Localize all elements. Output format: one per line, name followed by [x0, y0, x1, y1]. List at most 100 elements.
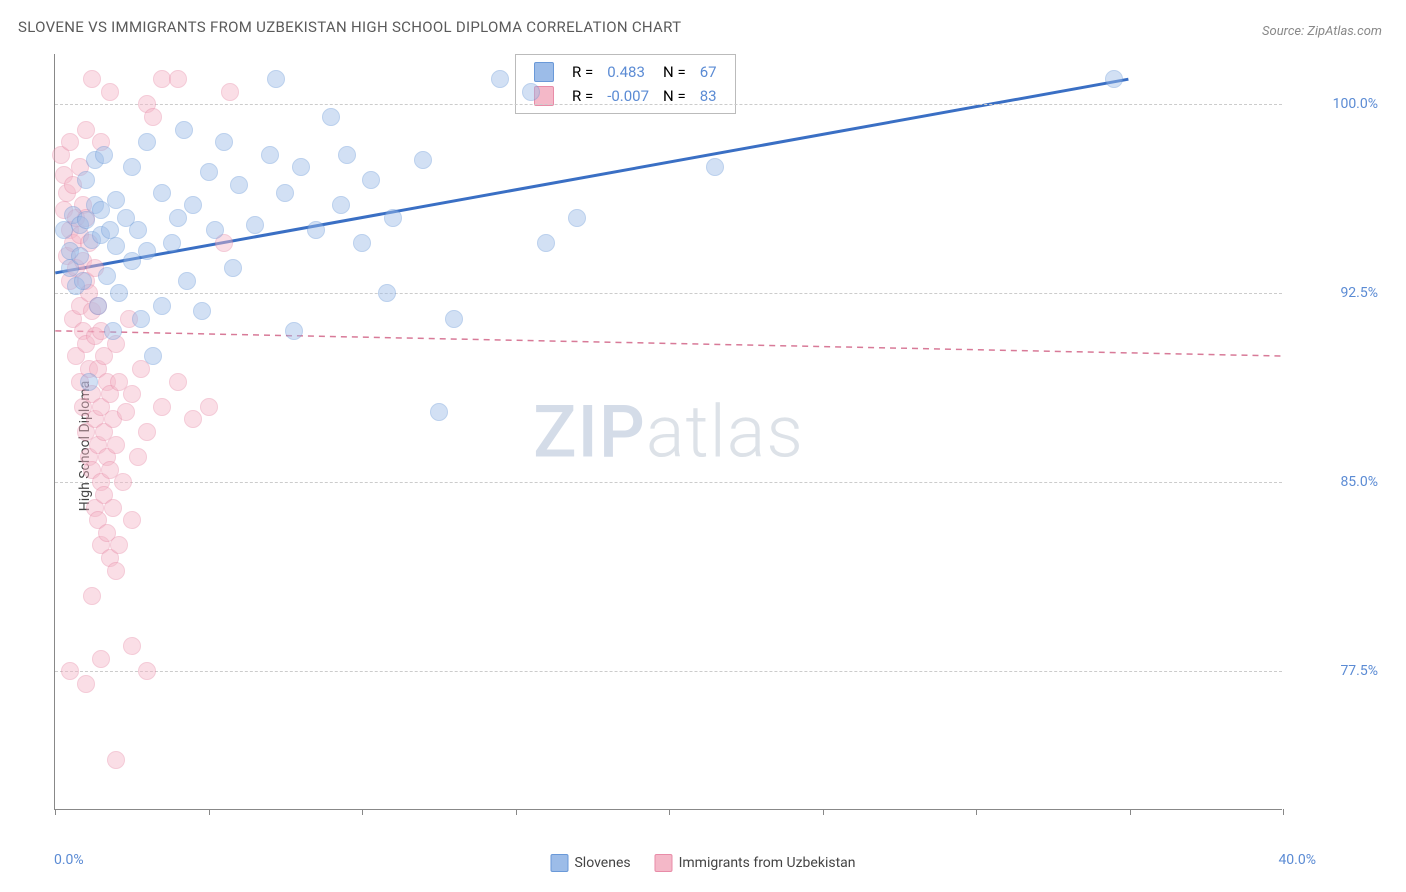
data-point — [104, 499, 122, 517]
data-point — [138, 133, 156, 151]
legend-label: Slovenes — [574, 855, 630, 871]
data-point — [89, 297, 107, 315]
data-point — [206, 221, 224, 239]
data-point — [1105, 70, 1123, 88]
data-point — [200, 398, 218, 416]
data-point — [285, 322, 303, 340]
data-point — [138, 662, 156, 680]
data-point — [307, 221, 325, 239]
legend-r-label: R = — [566, 61, 599, 83]
legend-n-label: N = — [657, 61, 692, 83]
data-point — [261, 146, 279, 164]
data-point — [77, 171, 95, 189]
data-point — [276, 184, 294, 202]
data-point — [175, 121, 193, 139]
data-point — [117, 403, 135, 421]
trend-lines-overlay — [55, 54, 1282, 809]
data-point — [129, 221, 147, 239]
data-point — [414, 151, 432, 169]
data-point — [92, 650, 110, 668]
data-point — [80, 373, 98, 391]
data-point — [378, 284, 396, 302]
data-point — [292, 158, 310, 176]
data-point — [184, 410, 202, 428]
data-point — [568, 209, 586, 227]
data-point — [362, 171, 380, 189]
data-point — [169, 70, 187, 88]
data-point — [71, 247, 89, 265]
watermark-part1: ZIP — [533, 389, 646, 474]
watermark-part2: atlas — [646, 389, 804, 474]
data-point — [98, 267, 116, 285]
data-point — [332, 196, 350, 214]
gridline-h — [55, 293, 1282, 294]
data-point — [224, 259, 242, 277]
data-point — [200, 163, 218, 181]
data-point — [215, 133, 233, 151]
x-tick — [1283, 809, 1284, 815]
legend-swatch — [550, 854, 568, 872]
data-point — [153, 398, 171, 416]
legend-n-value-1: 67 — [694, 61, 723, 83]
data-point — [169, 209, 187, 227]
data-point — [246, 216, 264, 234]
y-tick-label: 92.5% — [1340, 285, 1378, 301]
data-point — [123, 385, 141, 403]
x-tick — [516, 809, 517, 815]
bottom-legend-item: Slovenes — [550, 854, 630, 872]
data-point — [153, 184, 171, 202]
data-point — [74, 272, 92, 290]
legend-row-series-1: R = 0.483 N = 67 — [528, 61, 723, 83]
x-tick — [976, 809, 977, 815]
x-tick — [669, 809, 670, 815]
data-point — [491, 70, 509, 88]
x-tick — [362, 809, 363, 815]
data-point — [522, 83, 540, 101]
data-point — [107, 562, 125, 580]
data-point — [107, 237, 125, 255]
data-point — [107, 436, 125, 454]
data-point — [101, 83, 119, 101]
data-point — [123, 158, 141, 176]
legend-swatch — [655, 854, 673, 872]
data-point — [129, 448, 147, 466]
data-point — [537, 234, 555, 252]
data-point — [153, 297, 171, 315]
data-point — [110, 536, 128, 554]
x-tick — [1130, 809, 1131, 815]
data-point — [338, 146, 356, 164]
legend-r-value-1: 0.483 — [601, 61, 655, 83]
legend-label: Immigrants from Uzbekistan — [679, 855, 856, 871]
data-point — [322, 108, 340, 126]
data-point — [138, 242, 156, 260]
data-point — [184, 196, 202, 214]
data-point — [83, 70, 101, 88]
data-point — [132, 310, 150, 328]
data-point — [110, 284, 128, 302]
y-tick-label: 77.5% — [1340, 663, 1378, 679]
bottom-legend-item: Immigrants from Uzbekistan — [655, 854, 856, 872]
data-point — [114, 473, 132, 491]
source-attribution: Source: ZipAtlas.com — [1262, 24, 1382, 39]
data-point — [138, 423, 156, 441]
data-point — [123, 637, 141, 655]
gridline-h — [55, 104, 1282, 105]
data-point — [230, 176, 248, 194]
data-point — [178, 272, 196, 290]
chart-title: SLOVENE VS IMMIGRANTS FROM UZBEKISTAN HI… — [18, 18, 681, 36]
data-point — [169, 373, 187, 391]
data-point — [61, 133, 79, 151]
y-tick-label: 100.0% — [1333, 96, 1378, 112]
data-point — [430, 403, 448, 421]
data-point — [163, 234, 181, 252]
x-axis-min-label: 0.0% — [54, 852, 84, 868]
data-point — [61, 662, 79, 680]
gridline-h — [55, 482, 1282, 483]
x-tick — [55, 809, 56, 815]
legend-swatch-1 — [534, 62, 554, 82]
data-point — [107, 191, 125, 209]
watermark: ZIPatlas — [533, 389, 804, 474]
data-point — [384, 209, 402, 227]
x-tick — [209, 809, 210, 815]
data-point — [77, 675, 95, 693]
